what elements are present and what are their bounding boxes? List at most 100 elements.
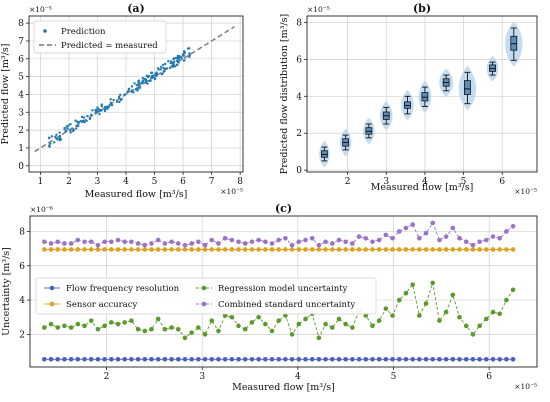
prediction-point	[47, 144, 51, 147]
series-point	[296, 321, 302, 327]
chart-title: (b)	[413, 2, 431, 15]
series-point	[242, 356, 248, 362]
x-tick-label: 8	[237, 177, 243, 187]
series-point	[169, 356, 174, 362]
series-point	[283, 247, 288, 252]
prediction-point	[74, 127, 78, 130]
prediction-point	[182, 54, 186, 57]
series-point	[182, 247, 188, 252]
series-point	[370, 247, 375, 252]
series-point	[403, 225, 409, 231]
series-point	[169, 247, 174, 252]
y-tick-label: 2	[18, 126, 24, 136]
prediction-point	[99, 108, 102, 112]
prediction-point	[177, 55, 180, 58]
series-point	[450, 356, 456, 362]
y-tick-label: 3	[18, 108, 24, 118]
series-point	[236, 239, 241, 245]
series-point	[403, 290, 409, 296]
series-point	[376, 237, 382, 243]
prediction-point	[66, 127, 69, 130]
series-point	[350, 241, 355, 246]
series-point	[75, 321, 81, 327]
series-point	[370, 323, 375, 329]
prediction-point	[85, 119, 88, 123]
prediction-point	[48, 136, 51, 140]
x-tick-label: 4	[295, 372, 301, 382]
series-point	[162, 247, 168, 252]
legend-c: Flow frequency resolution Sensor accuracy…	[35, 277, 377, 315]
series-point	[82, 247, 87, 252]
prediction-point	[172, 57, 175, 61]
series-point	[135, 247, 141, 252]
series-point	[95, 326, 101, 332]
series-point	[189, 247, 194, 252]
prediction-point	[69, 129, 72, 132]
series-point	[135, 356, 141, 362]
prediction-point	[109, 101, 113, 105]
x-tick-label: 3	[95, 177, 101, 187]
series-point	[363, 313, 369, 318]
series-point	[450, 247, 456, 252]
series-point	[222, 356, 228, 362]
series-point	[437, 247, 442, 252]
series-point	[129, 247, 134, 252]
series-point	[289, 247, 295, 252]
series-point	[135, 241, 141, 246]
prediction-point	[136, 89, 139, 92]
series-point	[477, 323, 482, 329]
series-point	[109, 239, 114, 245]
prediction-point	[100, 105, 104, 108]
series-point	[62, 323, 67, 329]
series-point	[329, 241, 335, 246]
series-point	[316, 335, 322, 341]
ideal-line	[34, 26, 235, 153]
prediction-point	[177, 61, 180, 64]
series-point	[189, 241, 194, 246]
y-tick-label: 2	[296, 129, 302, 139]
series-point	[323, 321, 328, 327]
prediction-point	[135, 83, 138, 87]
series-point	[242, 326, 248, 332]
series-point	[484, 237, 489, 243]
panel-b: 2 3 4 5 6 0 2 4 6 8 (b) Measured flow [m³/s] Predict…	[279, 2, 538, 196]
prediction-point	[54, 135, 57, 139]
prediction-point	[167, 60, 170, 63]
series-point	[329, 356, 335, 362]
series-point	[169, 239, 174, 245]
series-point	[430, 356, 436, 362]
series-point	[303, 316, 308, 322]
series-point	[68, 356, 74, 362]
prediction-point	[63, 126, 66, 130]
prediction-point	[159, 68, 163, 71]
legend-marker	[49, 301, 55, 307]
series-point	[443, 247, 449, 252]
y-tick-label: 1	[18, 144, 24, 154]
series-point	[42, 247, 47, 252]
series-point	[477, 239, 482, 245]
series-point	[75, 247, 81, 252]
x-axis-label: Measured flow [m³/s]	[371, 182, 474, 193]
series-point	[249, 247, 255, 252]
prediction-point	[152, 74, 155, 77]
prediction-point	[182, 50, 186, 53]
prediction-point	[163, 62, 167, 66]
prediction-point	[118, 100, 121, 104]
prediction-point	[100, 103, 103, 106]
series-point	[343, 321, 348, 327]
prediction-point	[133, 82, 136, 85]
series-point	[329, 247, 335, 252]
prediction-point	[166, 67, 169, 70]
series-point	[504, 297, 509, 303]
series-point	[443, 234, 449, 239]
prediction-point	[145, 79, 148, 83]
series-point	[410, 247, 415, 252]
series-point	[396, 297, 402, 303]
y-tick-label: 6	[18, 55, 24, 65]
series-point	[48, 321, 54, 327]
y-tick-label: 2	[19, 330, 25, 340]
series-point	[396, 247, 402, 252]
series-point	[410, 222, 415, 227]
x-tick-label: 2	[345, 177, 351, 187]
series-point	[417, 236, 422, 241]
